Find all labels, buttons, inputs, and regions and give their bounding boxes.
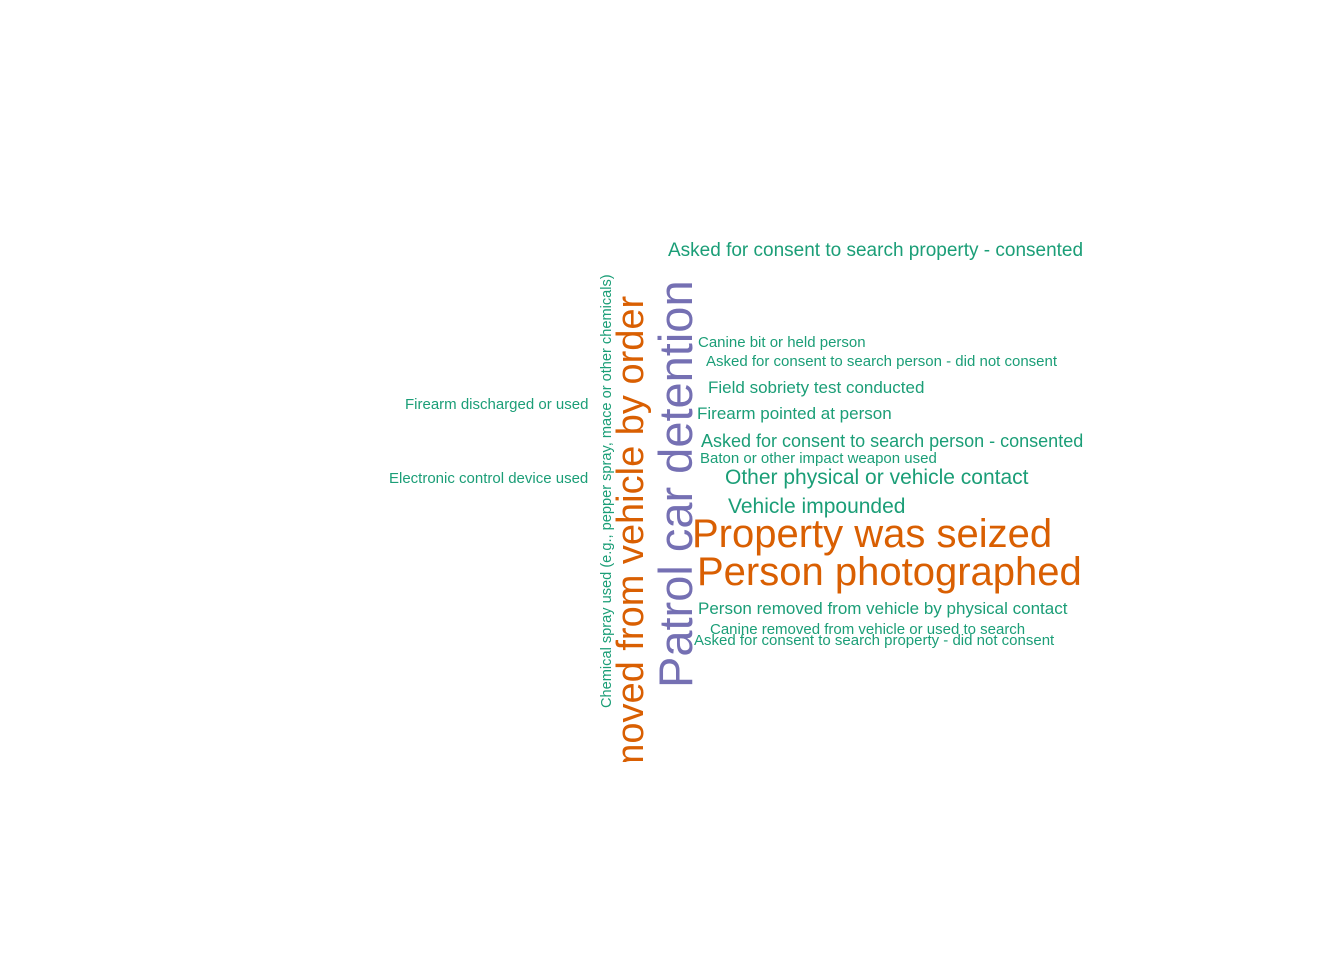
word-asked-for-consent-to-search-property-consented: Asked for consent to search property - c… bbox=[668, 240, 1084, 261]
word-property-was-seized: Property was seized bbox=[692, 512, 1053, 556]
word-person-removed-from-vehicle-by-order: Person removed from vehicle by order bbox=[610, 295, 652, 762]
word-canine-bit-or-held-person: Canine bit or held person bbox=[698, 334, 866, 351]
word-baton-or-other-impact-weapon-used: Baton or other impact weapon used bbox=[700, 450, 937, 467]
word-field-sobriety-test-conducted: Field sobriety test conducted bbox=[708, 378, 925, 397]
word-person-photographed: Person photographed bbox=[697, 550, 1082, 594]
word-firearm-pointed-at-person: Firearm pointed at person bbox=[697, 404, 892, 423]
word-vehicle-impounded: Vehicle impounded bbox=[728, 495, 906, 518]
word-canine-removed-from-vehicle-or-used-to-search: Canine removed from vehicle or used to s… bbox=[710, 621, 1026, 638]
word-person-removed-from-vehicle-by-physical-contact: Person removed from vehicle by physical … bbox=[698, 599, 1068, 618]
word-chemical-spray-used-e-g-pepper-spray-mace-or-other-chemicals: Chemical spray used (e.g., pepper spray,… bbox=[599, 274, 615, 708]
word-asked-for-consent-to-search-person-consented: Asked for consent to search person - con… bbox=[701, 431, 1084, 451]
word-asked-for-consent-to-search-person-did-not-consent: Asked for consent to search person - did… bbox=[706, 353, 1058, 370]
word-firearm-discharged-or-used: Firearm discharged or used bbox=[405, 396, 589, 413]
word-electronic-control-device-used: Electronic control device used bbox=[389, 470, 589, 487]
word-other-physical-or-vehicle-contact: Other physical or vehicle contact bbox=[725, 466, 1029, 489]
word-asked-for-consent-to-search-property-did-not-consent: Asked for consent to search property - d… bbox=[694, 632, 1055, 649]
